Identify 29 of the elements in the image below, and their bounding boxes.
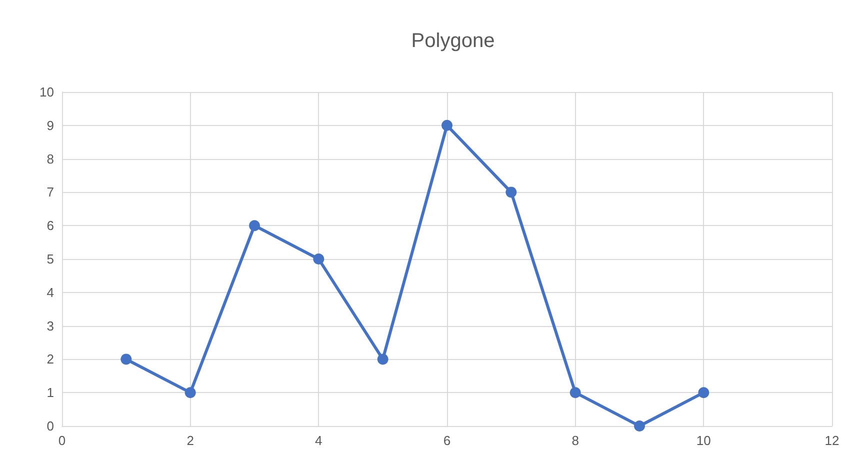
point: [698, 387, 710, 398]
y-tick-label: 9: [46, 118, 54, 133]
point: [377, 354, 388, 365]
point: [570, 387, 581, 398]
y-tick-label: 0: [46, 418, 54, 434]
y-tick-label: 1: [46, 385, 54, 400]
y-tick-label: 7: [46, 184, 54, 200]
y-tick-label: 5: [46, 252, 54, 266]
x-tick-label: 8: [572, 433, 579, 448]
point: [120, 354, 132, 365]
chart-title: Polygone: [411, 30, 495, 52]
x-tick-label: 4: [315, 433, 322, 448]
point: [249, 220, 260, 232]
x-tick-label: 0: [58, 433, 66, 448]
y-tick-label: 4: [46, 284, 54, 300]
point: [506, 186, 517, 198]
x-tick-label: 12: [824, 433, 840, 448]
y-tick-label: 10: [40, 84, 54, 100]
y-tick-label: 3: [46, 318, 54, 334]
point: [184, 387, 196, 398]
y-tick-label: 2: [46, 352, 54, 367]
x-tick-label: 2: [186, 433, 194, 448]
point: [634, 420, 645, 432]
y-tick-label: 6: [46, 218, 54, 234]
x-tick-label: 10: [696, 433, 711, 448]
point: [313, 254, 324, 264]
x-tick-label: 6: [443, 433, 451, 448]
point: [442, 120, 452, 131]
y-tick-label: 8: [46, 151, 54, 166]
